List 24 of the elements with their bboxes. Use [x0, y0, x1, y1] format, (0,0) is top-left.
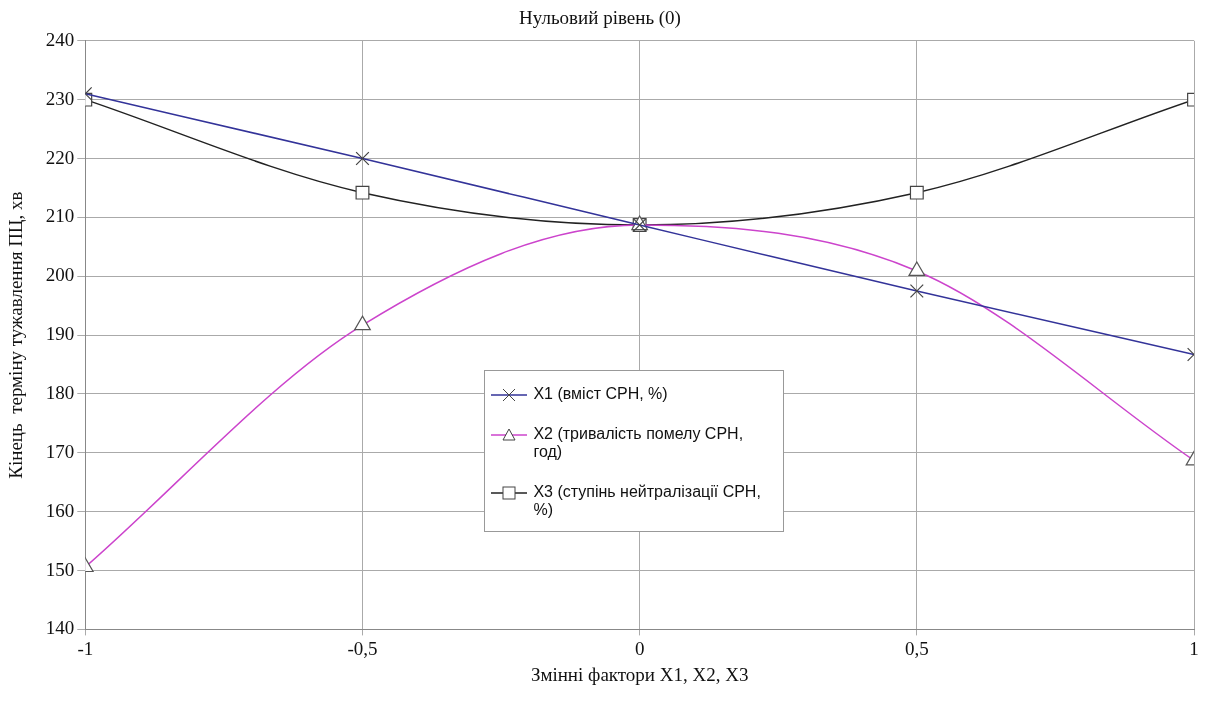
- x-tick-label: 0: [634, 637, 645, 659]
- y-tick-label: 160: [45, 499, 75, 521]
- point: [909, 185, 924, 200]
- y-tick-label: 140: [45, 617, 75, 639]
- x-tick-label: 1: [1189, 637, 1199, 659]
- legend-label: X1 (вміст СРН, %): [533, 385, 668, 404]
- y-tick-label: 170: [45, 440, 75, 462]
- chart-title: Нульовий рівень (0): [519, 7, 681, 30]
- x-axis-title: Змінні фактори X1, X2, X3: [530, 663, 749, 685]
- x-tick-label: -0,5: [347, 637, 378, 659]
- point: [355, 185, 370, 200]
- y-tick-label: 240: [45, 28, 75, 50]
- legend-label: X3 (ступінь нейтралізації СРН, %): [533, 483, 762, 520]
- y-tick-label: 210: [45, 205, 75, 227]
- y-tick-label: 150: [45, 558, 75, 580]
- y-tick-label: 200: [45, 264, 75, 286]
- x-tick-label: -1: [77, 637, 94, 659]
- y-tick-label: 230: [45, 87, 75, 109]
- x-tick-label: 0,5: [904, 637, 929, 659]
- y-tick-label: 220: [45, 146, 75, 168]
- y-tick-label: 190: [45, 323, 75, 345]
- legend-label: X2 (тривалість помелу СРН, год): [533, 425, 745, 462]
- y-axis-title: Кінець терміну тужавлення ПЦ, хв: [5, 191, 27, 479]
- y-tick-label: 180: [45, 381, 75, 403]
